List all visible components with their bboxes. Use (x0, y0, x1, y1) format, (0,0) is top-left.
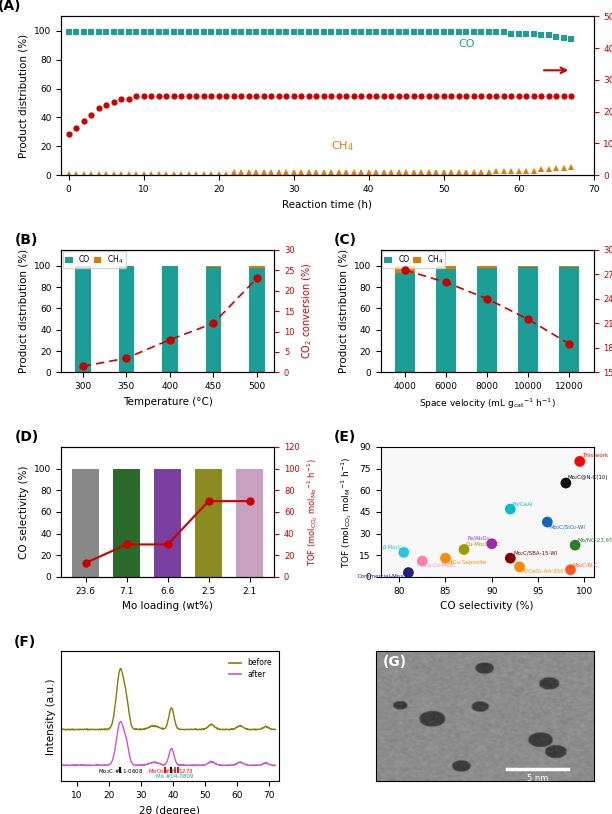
Text: Cu-Cs-Mo₂C: Cu-Cs-Mo₂C (425, 562, 457, 567)
Text: (E): (E) (334, 431, 356, 444)
Bar (477, 265, 498, 268)
Point (565, 563, 575, 576)
X-axis label: Reaction time (h): Reaction time (h) (282, 199, 373, 209)
Text: (A): (A) (0, 0, 21, 13)
Text: β-Mo₂C: β-Mo₂C (382, 545, 402, 550)
Bar (518, 265, 539, 267)
Bar (119, 265, 134, 373)
Point (561, 476, 571, 489)
Text: (D): (D) (14, 431, 39, 444)
Legend: CO, CH$_4$: CO, CH$_4$ (62, 252, 126, 269)
Text: Mo #04-0809: Mo #04-0809 (156, 774, 193, 779)
Text: Mo₂C@N-C(10): Mo₂C@N-C(10) (568, 475, 608, 480)
Bar (162, 265, 177, 373)
Bar (236, 469, 263, 577)
Bar (559, 265, 580, 267)
Point (403, 566, 413, 579)
Text: Mo/NC-23.6%: Mo/NC-23.6% (578, 537, 612, 542)
X-axis label: 2θ (degree): 2θ (degree) (140, 806, 200, 814)
Bar (113, 469, 140, 577)
Text: NiCu-Saponite: NiCu-Saponite (447, 560, 487, 565)
Text: Mo₂C/SiO₂-WI: Mo₂C/SiO₂-WI (549, 524, 585, 529)
Y-axis label: TOF (mol$_\mathrm{CO_2}$ mol$_\mathrm{Mo}$$^{-1}$ h$^{-1}$): TOF (mol$_\mathrm{CO_2}$ mol$_\mathrm{Mo… (305, 458, 320, 566)
Text: 5 nm: 5 nm (527, 774, 548, 783)
Point (506, 502, 515, 515)
Text: CH$_4$: CH$_4$ (331, 139, 354, 153)
Legend: CO, CH$_4$: CO, CH$_4$ (382, 252, 446, 269)
Bar (395, 274, 416, 373)
Y-axis label: CO selectivity (%): CO selectivity (%) (19, 465, 29, 558)
Y-axis label: TOF (mol$_\mathrm{CO_2}$ mol$_\mathrm{M}$$^{-1}$ h$^{-1}$): TOF (mol$_\mathrm{CO_2}$ mol$_\mathrm{M}… (339, 456, 354, 568)
Text: MoO$_2$ #65-1273: MoO$_2$ #65-1273 (149, 767, 195, 776)
Y-axis label: Intensity (a.u.): Intensity (a.u.) (46, 678, 56, 755)
Text: Cu-Mo₂C-N-C: Cu-Mo₂C-N-C (466, 542, 501, 547)
Point (399, 546, 409, 559)
X-axis label: CO selectivity (%): CO selectivity (%) (441, 602, 534, 611)
Text: Mo₂C-N-C: Mo₂C-N-C (572, 562, 598, 567)
Bar (195, 469, 222, 577)
Bar (436, 265, 457, 269)
Bar (154, 469, 181, 577)
Legend: before, after: before, after (226, 655, 275, 681)
Text: (G): (G) (383, 655, 407, 669)
Bar (75, 265, 91, 373)
Text: This work: This work (581, 453, 608, 458)
X-axis label: Temperature (°C): Temperature (°C) (123, 396, 212, 407)
Point (542, 515, 552, 528)
Point (487, 537, 497, 550)
Bar (206, 267, 221, 373)
Y-axis label: CO$_2$ conversion (%): CO$_2$ conversion (%) (300, 263, 314, 359)
Y-axis label: Product distribution (%): Product distribution (%) (19, 33, 29, 158)
X-axis label: Mo loading (wt%): Mo loading (wt%) (122, 602, 213, 611)
Text: (F): (F) (13, 635, 35, 649)
Bar (72, 469, 99, 577)
Text: Pt/CeO₂-AA-350: Pt/CeO₂-AA-350 (521, 568, 564, 573)
X-axis label: Space velocity (mL g$_\mathrm{cat}$$^{-1}$ h$^{-1}$): Space velocity (mL g$_\mathrm{cat}$$^{-1… (419, 396, 556, 411)
Point (417, 554, 427, 567)
Bar (477, 268, 498, 373)
Bar (395, 265, 416, 274)
Text: Mo₂C/SBA-15-WI: Mo₂C/SBA-15-WI (513, 551, 558, 556)
Point (506, 552, 515, 565)
Point (441, 552, 450, 565)
Text: Fe/CeAl: Fe/CeAl (512, 501, 532, 506)
Text: Fe/Al₂O₃: Fe/Al₂O₃ (468, 536, 490, 540)
Bar (249, 268, 264, 373)
Text: (B): (B) (14, 233, 38, 247)
Y-axis label: Product distribution (%): Product distribution (%) (338, 249, 348, 373)
Bar (518, 267, 539, 373)
Text: Commercial-Mo₂C: Commercial-Mo₂C (357, 574, 406, 579)
Text: CO: CO (458, 38, 475, 49)
Bar (559, 267, 580, 373)
Text: Mo$_2$C #11-0608: Mo$_2$C #11-0608 (97, 767, 143, 776)
Text: (C): (C) (334, 233, 357, 247)
Point (575, 455, 584, 468)
Point (459, 543, 469, 556)
Bar (206, 265, 221, 267)
Bar (436, 269, 457, 373)
Point (515, 560, 524, 573)
Y-axis label: Product distribution (%): Product distribution (%) (19, 249, 29, 373)
Point (570, 539, 580, 552)
Bar (249, 265, 264, 268)
